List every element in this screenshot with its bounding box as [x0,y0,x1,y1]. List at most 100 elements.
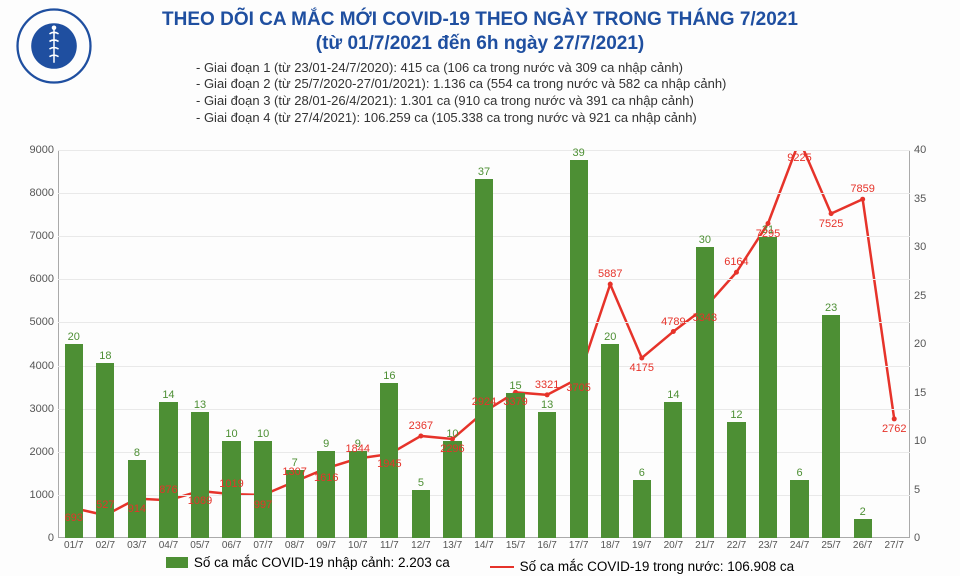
line-value-label: 1019 [219,478,243,490]
bar-value-label: 23 [825,302,837,314]
y1-tick-label: 2000 [30,446,54,458]
x-tick-label: 01/7 [64,540,83,551]
bar [349,451,367,538]
line-value-label: 2296 [440,443,464,455]
bar-value-label: 13 [194,399,206,411]
bar [254,441,272,538]
x-tick-label: 03/7 [127,540,146,551]
legend: Số ca mắc COVID-19 nhập cảnh: 2.203 ca S… [0,555,960,575]
title-line-1: THEO DÕI CA MẮC MỚI COVID-19 THEO NGÀY T… [106,8,854,32]
x-tick-label: 23/7 [758,540,777,551]
bar-value-label: 39 [573,147,585,159]
bar [65,344,83,538]
y1-tick-label: 1000 [30,489,54,501]
x-tick-label: 02/7 [96,540,115,551]
y2-tick-label: 10 [914,435,926,447]
x-tick-label: 09/7 [316,540,335,551]
line-value-label: 5343 [693,312,717,324]
bar-value-label: 15 [509,380,521,392]
bar-value-label: 37 [478,166,490,178]
chart-page: THEO DÕI CA MẮC MỚI COVID-19 THEO NGÀY T… [0,0,960,576]
x-tick-label: 17/7 [569,540,588,551]
bar-value-label: 14 [667,389,679,401]
line-value-label: 3321 [535,379,559,391]
chart-plot-area: 0100020003000400050006000700080009000051… [58,150,910,538]
line-value-label: 3379 [503,396,527,408]
line-value-label: 1844 [346,443,370,455]
bar-value-label: 14 [162,389,174,401]
phase-notes: - Giai đoạn 1 (từ 23/01-24/7/2020): 415 … [16,60,944,128]
y1-tick-label: 3000 [30,403,54,415]
bar [822,315,840,538]
line-value-label: 1089 [188,495,212,507]
line-value-label: 914 [128,503,146,515]
bar [664,402,682,538]
title-line-2: (từ 01/7/2021 đến 6h ngày 27/7/2021) [106,32,854,56]
y2-tick-label: 15 [914,387,926,399]
line-value-label: 7295 [756,228,780,240]
legend-line: Số ca mắc COVID-19 trong nước: 106.908 c… [490,559,795,574]
legend-bar-swatch [166,557,188,568]
note-3: - Giai đoạn 3 (từ 28/01-26/4/2021): 1.30… [196,93,944,110]
ministry-logo [16,8,92,84]
bar [538,412,556,538]
y2-tick-label: 40 [914,144,926,156]
bar [506,393,524,539]
bar-value-label: 6 [639,467,645,479]
x-tick-label: 12/7 [411,540,430,551]
bar-value-label: 10 [446,428,458,440]
bar-value-label: 16 [383,370,395,382]
line-value-label: 693 [65,512,83,524]
bar [696,247,714,538]
bar [570,160,588,538]
line-value-label: 527 [96,499,114,511]
x-tick-label: 27/7 [884,540,903,551]
bar [443,441,461,538]
bar [790,480,808,538]
y2-tick-label: 30 [914,241,926,253]
line-value-label: 2762 [882,423,906,435]
line-value-label: 3705 [566,382,590,394]
x-tick-label: 04/7 [159,540,178,551]
bar [727,422,745,538]
line-value-label: 5887 [598,268,622,280]
line-value-label: 2367 [409,420,433,432]
bar [412,490,430,539]
bar [633,480,651,538]
bar-value-label: 30 [699,234,711,246]
bar-value-label: 18 [99,350,111,362]
x-tick-label: 11/7 [380,540,399,551]
x-tick-label: 22/7 [727,540,746,551]
y2-tick-label: 5 [914,484,920,496]
y1-tick-label: 6000 [30,273,54,285]
x-tick-label: 05/7 [190,540,209,551]
x-tick-label: 08/7 [285,540,304,551]
bar-value-label: 2 [860,506,866,518]
note-4: - Giai đoạn 4 (từ 27/4/2021): 106.259 ca… [196,110,944,127]
x-tick-label: 06/7 [222,540,241,551]
bar [286,470,304,538]
x-tick-label: 16/7 [537,540,556,551]
legend-bar: Số ca mắc COVID-19 nhập cảnh: 2.203 ca [166,555,450,570]
bar-value-label: 10 [257,428,269,440]
y1-tick-label: 0 [48,532,54,544]
x-tick-label: 21/7 [695,540,714,551]
note-2: - Giai đoạn 2 (từ 25/7/2020-27/01/2021):… [196,76,944,93]
x-tick-label: 10/7 [348,540,367,551]
y2-tick-label: 35 [914,193,926,205]
x-tick-label: 19/7 [632,540,651,551]
y2-tick-label: 0 [914,532,920,544]
bar-value-label: 20 [68,331,80,343]
legend-bar-label: Số ca mắc COVID-19 nhập cảnh: 2.203 ca [194,555,450,570]
y2-tick-label: 25 [914,290,926,302]
bar [128,460,146,538]
x-tick-label: 20/7 [664,540,683,551]
bar [759,237,777,538]
line-value-label: 6164 [724,256,748,268]
note-1: - Giai đoạn 1 (từ 23/01-24/7/2020): 415 … [196,60,944,77]
line-value-label: 1945 [377,458,401,470]
line-value-label: 876 [159,484,177,496]
line-value-label: 2924 [472,396,496,408]
line-value-label: 9225 [787,152,811,164]
gridline [58,150,910,151]
